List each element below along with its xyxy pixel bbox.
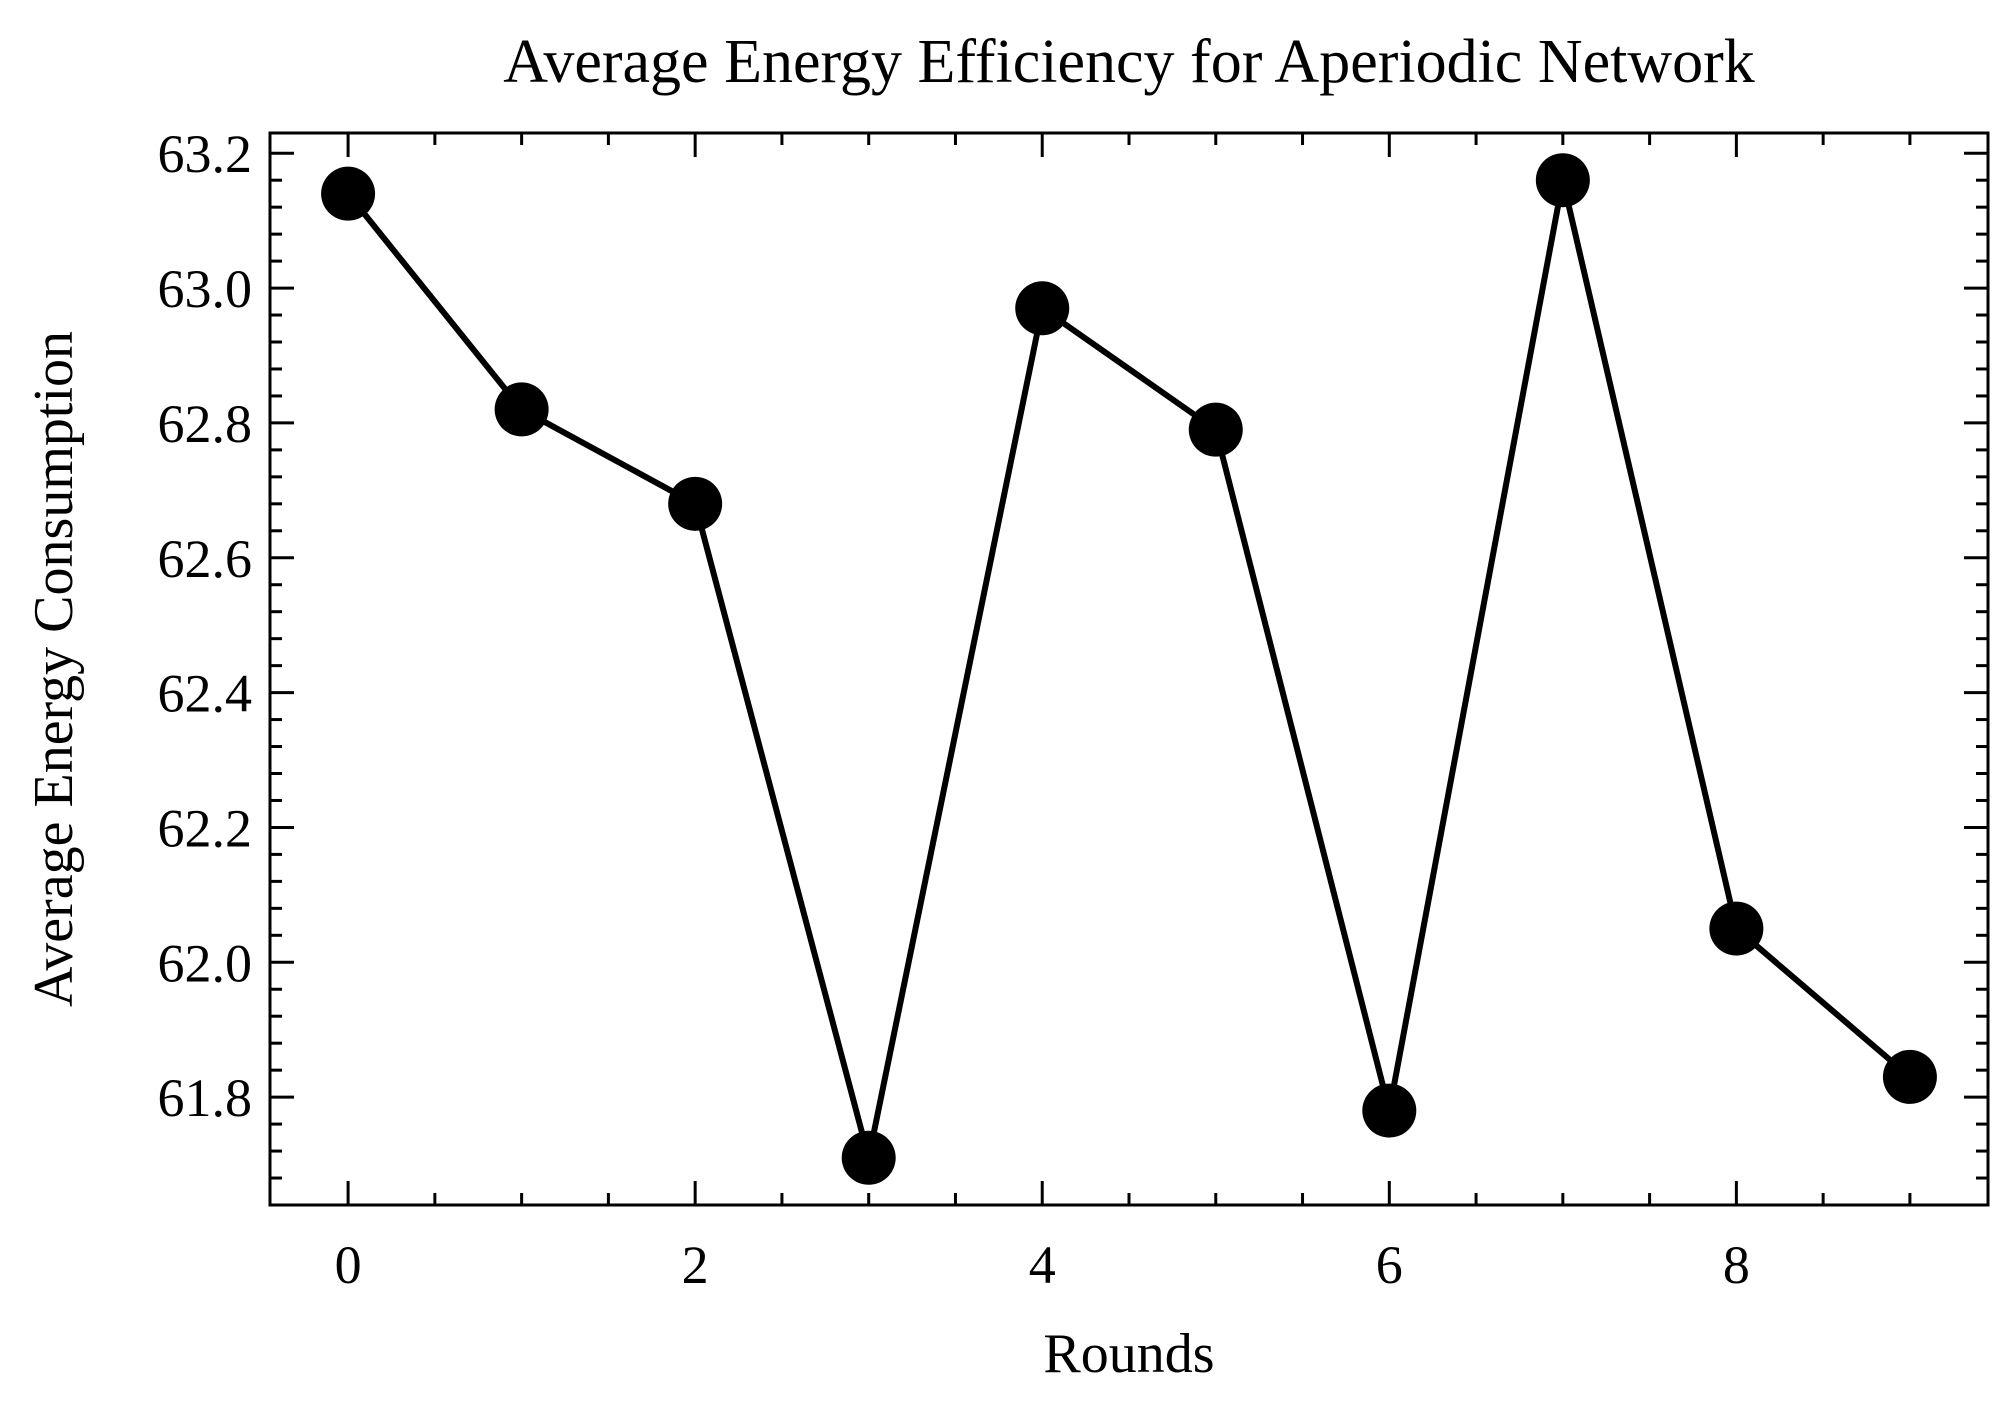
data-point xyxy=(1709,901,1764,956)
data-point xyxy=(668,476,723,531)
y-tick-label: 62.0 xyxy=(158,933,253,993)
x-tick-label: 4 xyxy=(1029,1235,1056,1295)
y-tick-label: 63.2 xyxy=(158,124,253,184)
data-point xyxy=(494,382,549,437)
x-tick-label: 8 xyxy=(1723,1235,1750,1295)
axis-ticks xyxy=(270,133,1988,1207)
x-axis-label: Rounds xyxy=(1043,1323,1214,1385)
x-tick-label: 6 xyxy=(1376,1235,1403,1295)
data-point xyxy=(1362,1083,1417,1138)
plot-frame xyxy=(268,131,1990,1207)
data-point xyxy=(841,1130,896,1185)
y-tick-label: 61.8 xyxy=(158,1068,253,1128)
data-point xyxy=(1015,281,1070,336)
data-point xyxy=(1882,1049,1937,1104)
x-tick-label: 2 xyxy=(682,1235,709,1295)
y-tick-label: 62.4 xyxy=(158,664,253,724)
y-tick-label: 62.8 xyxy=(158,394,253,454)
data-series xyxy=(321,153,1937,1185)
data-point xyxy=(321,166,376,221)
y-axis-label: Average Energy Consumption xyxy=(23,331,85,1007)
y-tick-label: 62.2 xyxy=(158,798,253,858)
y-tick-label: 62.6 xyxy=(158,529,253,589)
x-tick-label: 0 xyxy=(335,1235,362,1295)
chart-title: Average Energy Efficiency for Aperiodic … xyxy=(503,28,1755,96)
data-point xyxy=(1188,402,1243,457)
y-tick-label: 63.0 xyxy=(158,259,253,319)
data-point xyxy=(1535,153,1590,208)
series-line xyxy=(345,177,1912,1161)
tick-labels: 0 2 4 6 8 61.8 62.0 62.2 62.4 62.6 62.8 63.0 63.2 xyxy=(158,124,1750,1295)
